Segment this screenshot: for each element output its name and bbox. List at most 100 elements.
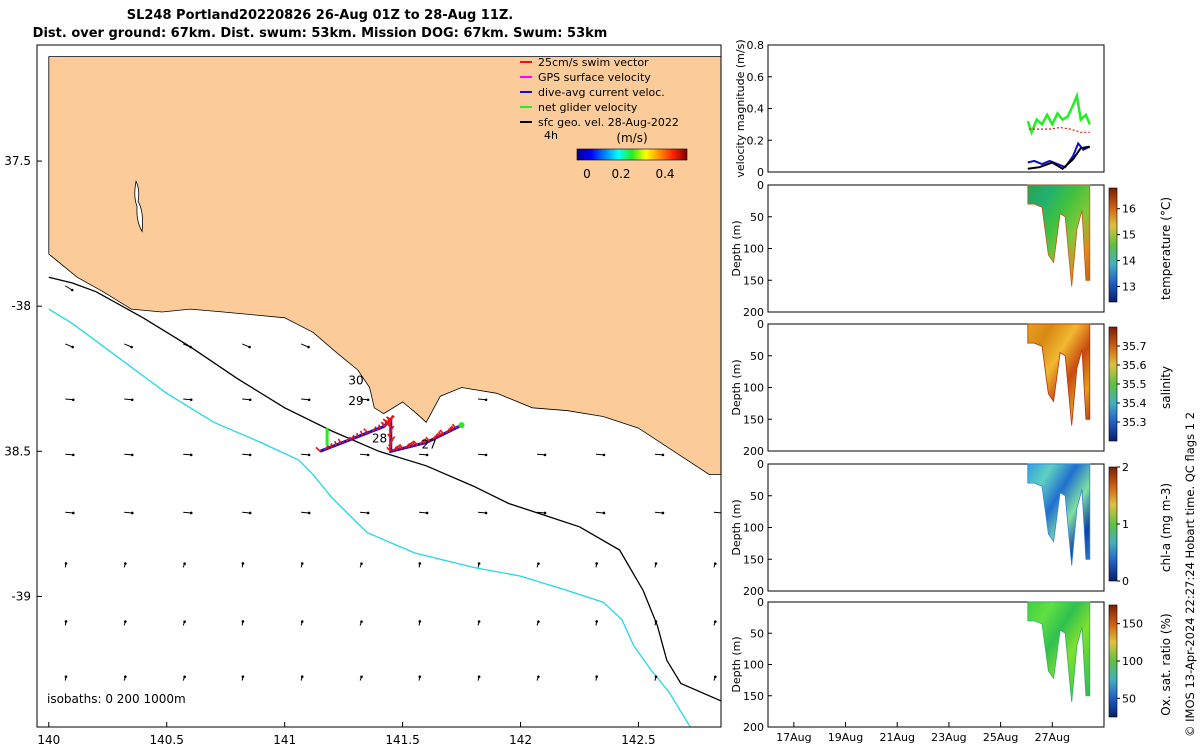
depth-ylabel: Depth (m) <box>730 220 743 276</box>
swim-vector <box>359 430 364 436</box>
current-arrow-head <box>248 345 251 349</box>
current-arrow <box>654 453 663 456</box>
legend-label: 25cm/s swim vector <box>538 56 649 69</box>
oxygen-section-data <box>1027 601 1091 703</box>
y-tick-label: 37.5 <box>4 154 31 168</box>
current-arrow-head <box>477 620 481 623</box>
date-x-tick-label: 23Aug <box>931 731 966 744</box>
current-arrow-head <box>248 453 252 457</box>
depth-y-tick-label: 150 <box>743 690 764 703</box>
date-x-tick-label: 21Aug <box>879 731 914 744</box>
current-arrow <box>124 511 133 514</box>
colorbar-tick-label: 150 <box>1122 618 1143 631</box>
depth-ylabel: Depth (m) <box>730 636 743 692</box>
velocity-y-tick-label: 0.8 <box>747 39 765 52</box>
oxygen-section-colorbar-label: Ox. sat. ratio (%) <box>1159 613 1173 715</box>
swim-vector <box>390 436 396 442</box>
current-arrow-head <box>248 511 252 515</box>
colorbar-tick-label: 0.2 <box>611 167 630 181</box>
colorbar-tick-label: 14 <box>1122 255 1136 268</box>
current-arrow <box>124 343 132 348</box>
current-arrow <box>65 285 73 291</box>
current-arrow-head <box>418 675 422 678</box>
depth-y-tick-label: 0 <box>757 318 764 331</box>
swim-vector <box>397 444 401 450</box>
current-arrow <box>536 453 546 456</box>
colorbar-tick-label: 35.4 <box>1122 397 1147 410</box>
current-arrow-head <box>189 511 193 515</box>
current-arrow-head <box>360 675 363 679</box>
current-arrow-head <box>130 345 133 349</box>
colorbar-tick-label: 1 <box>1122 518 1129 531</box>
depth-y-tick-label: 200 <box>743 585 764 598</box>
current-arrow-head <box>183 562 186 565</box>
swim-vector <box>382 418 388 424</box>
net-velocity-end <box>458 422 465 429</box>
current-arrow-head <box>360 620 363 623</box>
current-arrow-head <box>543 511 547 515</box>
swim-vector <box>315 446 321 452</box>
depth-ylabel: Depth (m) <box>730 499 743 555</box>
current-arrow <box>536 511 546 514</box>
current-arrow-head <box>654 675 658 679</box>
coastal-lagoon <box>134 180 143 233</box>
swim-vector <box>388 444 392 449</box>
depth-y-tick-label: 200 <box>743 721 764 734</box>
current-arrow-head <box>661 453 665 457</box>
chla-section-colorbar-label: chl-a (mg m-3) <box>1159 483 1173 572</box>
current-arrow <box>124 453 133 456</box>
current-arrow-head <box>477 562 481 565</box>
current-arrow-head <box>713 620 717 623</box>
swim-vector <box>411 441 416 446</box>
current-arrow <box>124 398 133 401</box>
colorbar-tick-label: 0.4 <box>655 167 674 181</box>
x-tick-label: 142 <box>509 733 532 747</box>
date-x-tick-label: 27Aug <box>1035 731 1070 744</box>
temperature-section-colorbar-label: temperature (°C) <box>1159 197 1173 300</box>
swim-vector <box>395 445 399 451</box>
colorbar-tick-label: 13 <box>1122 280 1136 293</box>
current-arrow-head <box>713 562 717 565</box>
current-arrow-head <box>484 398 488 402</box>
swim-vector <box>380 421 385 427</box>
x-tick-label: 141.5 <box>385 733 419 747</box>
depth-ylabel: Depth (m) <box>730 359 743 415</box>
swim-vector <box>377 424 381 429</box>
velocity-series-line <box>1027 145 1090 171</box>
current-arrow-head <box>189 345 192 349</box>
current-arrow-head <box>64 675 68 678</box>
depth-y-tick-label: 50 <box>750 627 764 640</box>
swim-vector <box>363 428 369 434</box>
x-tick-label: 140 <box>37 733 60 747</box>
depth-y-tick-label: 0 <box>757 596 764 609</box>
swim-track <box>319 417 462 453</box>
velocity-series-line <box>1027 141 1091 169</box>
current-arrow-head <box>124 562 127 565</box>
figure-title-line1: SL248 Portland20220826 26-Aug 01Z to 28-… <box>126 8 514 23</box>
swim-vector <box>385 416 391 422</box>
colorbar-tick-label: 35.7 <box>1122 340 1147 353</box>
current-arrow <box>478 398 487 401</box>
colorbar-tick-label: 16 <box>1122 203 1136 216</box>
current-arrow-head <box>189 398 193 402</box>
velocity-y-tick-label: 0.4 <box>747 103 765 116</box>
colorbar-tick-label: 15 <box>1122 229 1136 242</box>
swim-vector <box>334 440 337 446</box>
isobath-200m-line <box>48 276 721 702</box>
current-arrow <box>242 511 251 514</box>
colorbar-tick-label: 0 <box>583 167 591 181</box>
current-arrow-head <box>602 511 606 515</box>
colorbar-tick-label: 50 <box>1122 692 1136 705</box>
current-arrow <box>65 453 74 456</box>
current-arrow <box>65 398 74 401</box>
depth-y-tick-label: 50 <box>750 350 764 363</box>
depth-y-tick-label: 100 <box>743 382 764 395</box>
salinity-section-colorbar-label: salinity <box>1159 366 1173 409</box>
salinity-section-colorbar <box>1108 326 1118 442</box>
velocity-y-tick-label: 0 <box>757 166 764 179</box>
current-arrow-head <box>477 675 481 679</box>
current-arrow-head <box>602 453 606 457</box>
current-arrow-head <box>366 511 370 515</box>
current-arrow-head <box>71 511 75 515</box>
current-arrow-head <box>484 511 488 515</box>
